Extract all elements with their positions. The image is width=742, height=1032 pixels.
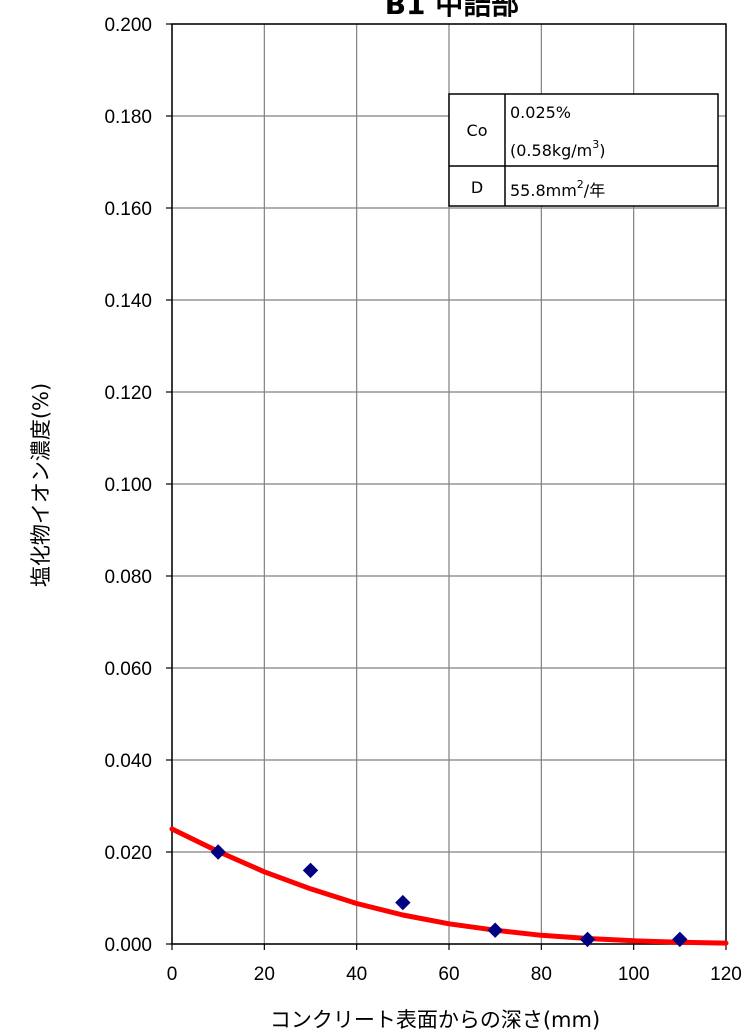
parameter-table-frame [448,93,719,207]
y-tick-label: 0.080 [104,567,152,588]
fit-curve-layer [169,826,729,946]
data-point [579,931,596,948]
chart-title: B1 中詰部 [385,0,520,21]
y-tick-label: 0.180 [104,107,152,128]
param-co-value: 0.025% [510,103,571,122]
x-tick-label: 80 [531,964,552,985]
y-tick-label: 0.000 [104,935,152,956]
y-tick-label: 0.140 [104,291,152,312]
x-axis-title: コンクリート表面からの深さ(mm) [270,1008,600,1032]
x-tick-label: 60 [438,964,459,985]
param-co-kg-end: ) [599,141,605,160]
param-d-end: /年 [584,181,605,200]
fit-curve [169,826,729,946]
data-point [395,894,411,911]
x-tick-label: 0 [167,964,178,985]
y-tick-label: 0.200 [104,15,152,36]
x-tick-label: 100 [618,964,650,985]
x-tick-label: 120 [710,964,742,985]
data-points [210,844,688,948]
y-axis-title: 塩化物イオン濃度(%) [29,383,53,587]
param-co-kg-sup: 3 [592,138,599,151]
param-co-kg-text: (0.58kg/m [510,141,592,160]
y-tick-label: 0.160 [104,199,152,220]
data-point [302,862,319,879]
x-axis-ticks: 0 20 40 60 80 100 120 [167,944,742,985]
param-co-label: Co [467,121,488,140]
data-point [487,922,503,938]
x-tick-label: 20 [254,964,275,985]
y-axis-ticks: 0.000 0.020 0.040 0.060 0.080 0.100 0.120 0.140… [104,15,172,956]
param-d-label: D [471,178,483,197]
y-tick-label: 0.020 [104,843,152,864]
data-point [210,844,226,860]
param-d-sup: 2 [577,178,584,191]
param-co-kg-value: (0.58kg/m3) [510,138,606,160]
data-point [672,931,688,948]
param-d-value: 55.8mm2/年 [510,178,605,200]
y-tick-label: 0.100 [104,475,152,496]
y-tick-label: 0.060 [104,659,152,680]
parameter-table: Co 0.025% (0.58kg/m3) D 55.8mm2/年 [448,93,719,207]
x-tick-label: 40 [346,964,367,985]
param-d-text: 55.8mm [510,181,577,200]
y-tick-label: 0.120 [104,383,152,404]
y-tick-label: 0.040 [104,751,152,772]
